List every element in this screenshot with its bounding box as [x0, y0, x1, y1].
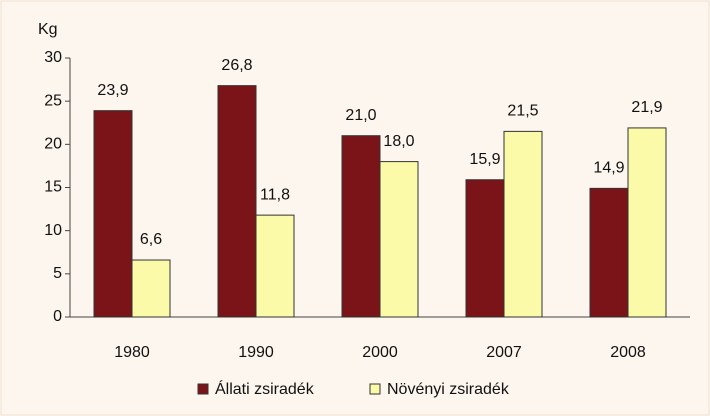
- y-tick-label: 15: [44, 179, 62, 196]
- x-tick-label: 1980: [114, 344, 150, 361]
- bar: [503, 130, 543, 318]
- data-label: 26,8: [221, 57, 252, 74]
- y-tick-label: 0: [53, 308, 62, 325]
- bar: [131, 259, 171, 318]
- bar: [341, 135, 381, 318]
- data-label: 15,9: [469, 151, 500, 168]
- y-tick-label: 25: [44, 92, 62, 109]
- x-tick-label: 2007: [486, 344, 522, 361]
- bar: [465, 179, 505, 318]
- legend-label: Állati zsiradék: [215, 379, 315, 398]
- bar: [627, 127, 667, 318]
- y-tick-label: 5: [53, 265, 62, 282]
- data-label: 6,6: [140, 231, 162, 248]
- legend-label: Növényi zsiradék: [387, 381, 510, 398]
- bar: [589, 187, 629, 318]
- x-tick-label: 2000: [362, 344, 398, 361]
- legend-swatch: [369, 383, 381, 395]
- data-label: 21,9: [631, 99, 662, 116]
- data-label: 21,0: [345, 107, 376, 124]
- data-label: 11,8: [260, 186, 290, 203]
- y-tick-label: 10: [44, 222, 62, 239]
- y-tick-label: 20: [44, 136, 62, 153]
- data-label: 21,5: [507, 103, 538, 120]
- bar: [217, 85, 257, 318]
- x-tick-label: 1990: [238, 344, 274, 361]
- data-label: 23,9: [97, 82, 128, 99]
- y-axis-label: Kg: [38, 21, 58, 38]
- data-label: 18,0: [383, 133, 414, 150]
- bar: [255, 214, 295, 318]
- y-tick-label: 30: [44, 49, 62, 66]
- bar: [379, 161, 419, 318]
- x-tick-label: 2008: [610, 344, 646, 361]
- data-label: 14,9: [593, 160, 624, 177]
- bar: [93, 110, 133, 318]
- legend-swatch: [197, 383, 209, 395]
